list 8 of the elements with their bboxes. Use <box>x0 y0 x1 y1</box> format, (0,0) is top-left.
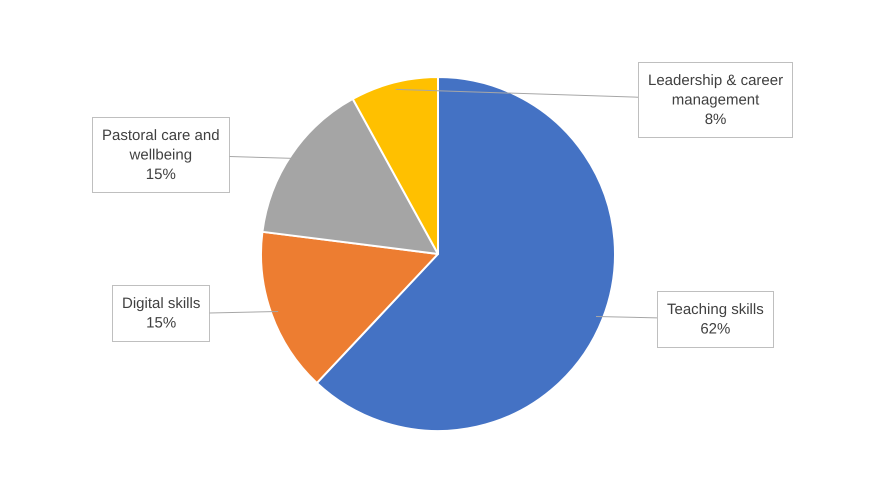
data-label: 8% <box>704 111 726 128</box>
slice-label: Teaching skills <box>667 301 764 318</box>
data-label: 15% <box>146 166 176 183</box>
data-label: 15% <box>146 314 176 332</box>
slice-label: Leadership & career management <box>648 72 784 108</box>
slice-label: Pastoral care and wellbeing <box>102 127 220 164</box>
slice-label: Digital skills <box>122 295 200 312</box>
data-label: 62% <box>700 320 730 338</box>
